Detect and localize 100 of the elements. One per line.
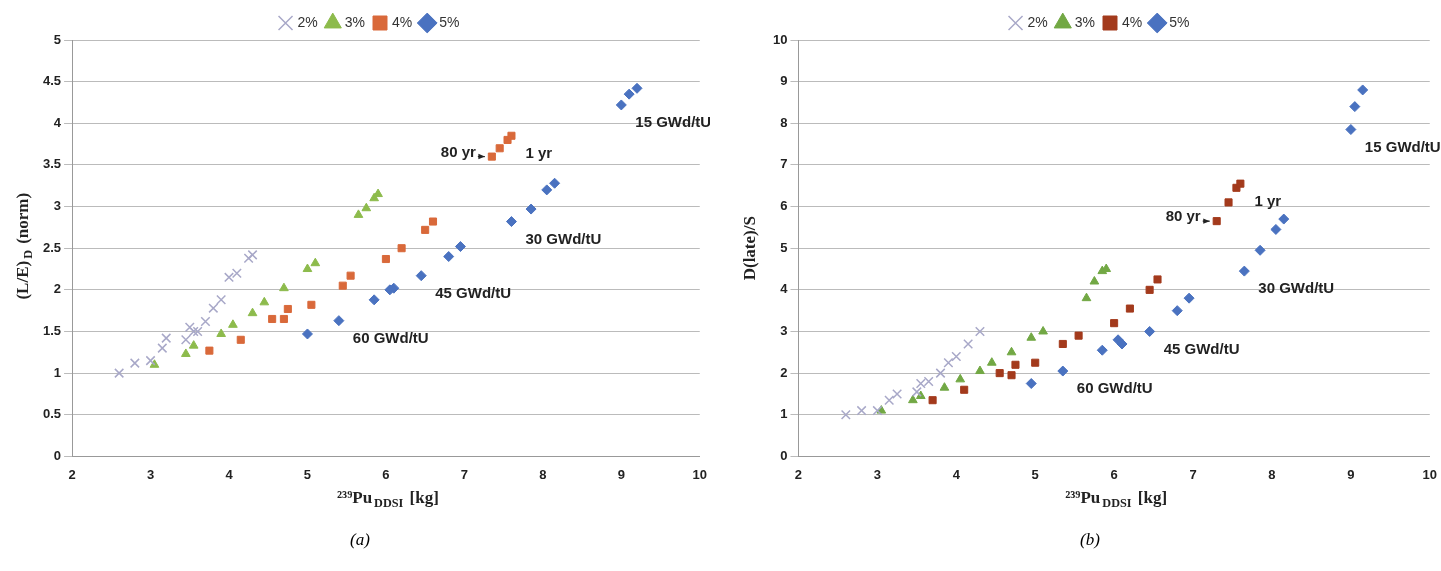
point [279,314,288,324]
y-tick-label: 2 [53,281,62,297]
point [1278,213,1290,225]
point [188,326,199,337]
point [161,333,172,344]
x-tick-label: 8 [539,466,547,482]
point [1006,346,1017,356]
point [541,184,553,196]
point [908,394,918,404]
point [1058,339,1067,349]
point [986,357,997,366]
point [236,335,245,344]
point [353,209,364,218]
x-tick-label: 3 [873,466,881,482]
point [200,316,211,327]
point [505,216,517,228]
point [1007,371,1016,380]
point [974,326,985,337]
point [346,271,355,280]
point [205,346,214,355]
point [1238,265,1250,277]
point [963,338,974,349]
legend-label: 4% [1122,13,1143,30]
y-tick-label: 6 [780,198,788,214]
annotation: 60 GWd/tU [352,328,429,346]
x-tick-label: 5 [1031,466,1039,482]
y-tick-label: 2 [780,364,788,380]
y-tick-label: 4 [53,114,62,130]
point [1236,179,1245,188]
point [368,294,380,306]
point [283,304,292,314]
annotation: 30 GWd/tU [525,229,602,247]
y-tick-label: 4 [780,281,789,297]
y-tick-label: 5 [53,31,62,47]
y-tick-label: 0.5 [42,406,62,422]
point [1096,344,1108,356]
point [911,386,922,397]
point [939,382,950,391]
text: (a) [349,530,371,550]
point [923,376,934,387]
point [247,307,258,317]
x-tick-label: 4 [952,466,961,482]
x-tick-label: 3 [146,466,155,482]
y-tick-label: 1 [53,364,62,380]
y-axis-title: D(late)/S [739,216,759,281]
point [157,343,168,354]
text: (b) [1079,530,1101,550]
point [302,263,313,273]
point [228,319,238,328]
point [1074,331,1083,340]
legend-label: 4% [392,13,413,30]
point [184,322,195,333]
point [268,314,277,324]
x-tick-label: 9 [1347,466,1355,482]
point [507,131,516,140]
point [935,368,946,379]
point [373,188,383,198]
y-tick-label: 3 [53,198,62,214]
point [1110,319,1119,328]
point [631,82,643,94]
x-tick-label: 6 [382,466,390,482]
x-tick-label: 2 [794,466,803,482]
y-axis-title: (L/E)D (norm) [13,192,36,300]
point [216,294,227,305]
point [1116,338,1128,350]
point [192,326,203,337]
point [1144,325,1156,337]
x-tick-label: 4 [225,466,234,482]
point [487,152,496,161]
legend-label: 5% [439,13,460,30]
legend-label: 5% [1169,13,1190,30]
point [307,300,316,309]
point [1183,292,1195,304]
point [1089,276,1100,285]
point [955,373,966,383]
point [1057,365,1069,377]
x-tick-label: 6 [1110,466,1118,482]
legend-label: 3% [1074,13,1095,30]
point [1031,358,1040,367]
x-tick-label: 8 [1268,466,1276,482]
y-tick-label: 7 [780,156,788,172]
annotation: 45 GWd/tU [435,283,512,301]
x-tick-label: 2 [68,466,76,482]
point [381,254,390,264]
point [872,405,883,416]
point [443,251,455,263]
point [995,369,1004,378]
legend-label: 3% [344,13,365,30]
y-tick-label: 1.5 [42,323,62,339]
point [259,296,270,306]
point [892,388,903,399]
point [951,351,962,362]
y-tick-label: 3.5 [42,156,62,172]
point [224,272,234,283]
point [856,405,867,416]
point [1357,84,1369,96]
point [1145,285,1154,294]
y-tick-label: 5 [780,239,788,255]
point [181,348,191,357]
y-tick-label: 10 [772,31,788,47]
